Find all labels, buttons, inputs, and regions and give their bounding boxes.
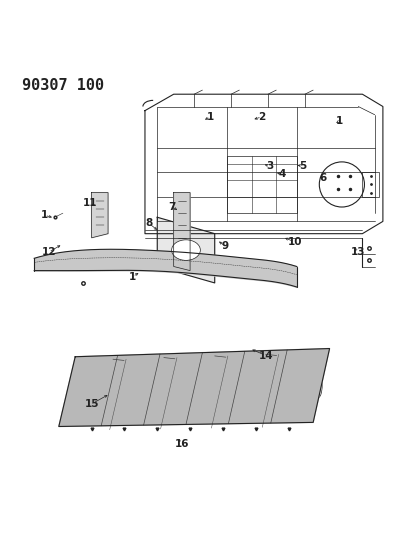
Text: 9: 9 bbox=[221, 241, 228, 251]
Polygon shape bbox=[92, 192, 108, 238]
Ellipse shape bbox=[172, 240, 200, 260]
Text: 1: 1 bbox=[129, 272, 136, 282]
Text: 1: 1 bbox=[207, 112, 214, 122]
Text: 2: 2 bbox=[258, 112, 266, 122]
Text: 10: 10 bbox=[287, 237, 302, 247]
Text: 90307 100: 90307 100 bbox=[22, 78, 104, 93]
Polygon shape bbox=[174, 192, 190, 271]
FancyBboxPatch shape bbox=[227, 156, 297, 213]
Text: 3: 3 bbox=[266, 161, 274, 171]
Text: 1: 1 bbox=[336, 116, 344, 126]
Text: 4: 4 bbox=[279, 169, 286, 179]
Polygon shape bbox=[59, 349, 330, 426]
Text: 7: 7 bbox=[168, 202, 176, 212]
Polygon shape bbox=[157, 217, 215, 283]
Text: 16: 16 bbox=[175, 439, 189, 449]
Text: 6: 6 bbox=[320, 173, 327, 183]
Text: 8: 8 bbox=[145, 219, 153, 229]
Text: 13: 13 bbox=[351, 247, 366, 257]
Text: 5: 5 bbox=[299, 161, 306, 171]
Text: 12: 12 bbox=[41, 247, 56, 257]
Text: 14: 14 bbox=[259, 351, 273, 360]
Text: 11: 11 bbox=[82, 198, 97, 208]
Text: 15: 15 bbox=[84, 399, 99, 409]
Text: 1: 1 bbox=[41, 210, 48, 220]
